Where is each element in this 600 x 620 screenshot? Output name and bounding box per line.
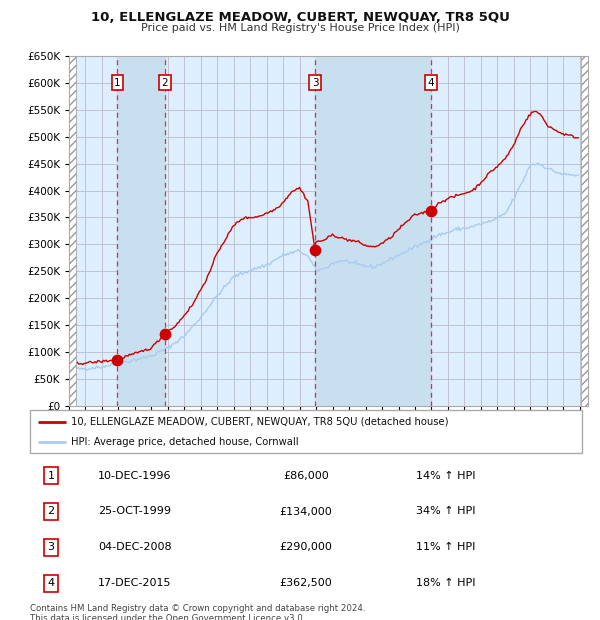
Text: Price paid vs. HM Land Registry's House Price Index (HPI): Price paid vs. HM Land Registry's House … <box>140 23 460 33</box>
Text: 3: 3 <box>47 542 55 552</box>
Text: 04-DEC-2008: 04-DEC-2008 <box>98 542 172 552</box>
Text: Contains HM Land Registry data © Crown copyright and database right 2024.
This d: Contains HM Land Registry data © Crown c… <box>30 604 365 620</box>
Point <box>426 206 436 216</box>
Text: £290,000: £290,000 <box>280 542 332 552</box>
Text: 1: 1 <box>114 78 121 88</box>
Bar <box>581 56 588 406</box>
Text: 25-OCT-1999: 25-OCT-1999 <box>98 507 172 516</box>
Text: 2: 2 <box>47 507 55 516</box>
Text: 2: 2 <box>161 78 168 88</box>
Text: 10, ELLENGLAZE MEADOW, CUBERT, NEWQUAY, TR8 5QU: 10, ELLENGLAZE MEADOW, CUBERT, NEWQUAY, … <box>91 11 509 24</box>
Point <box>113 355 122 365</box>
Bar <box>69 56 76 406</box>
Text: £86,000: £86,000 <box>283 471 329 480</box>
Bar <box>315 56 431 406</box>
Text: 1: 1 <box>47 471 55 480</box>
Text: HPI: Average price, detached house, Cornwall: HPI: Average price, detached house, Corn… <box>71 437 299 447</box>
Point <box>310 245 320 255</box>
Text: £134,000: £134,000 <box>280 507 332 516</box>
Point <box>160 329 170 339</box>
Text: 10, ELLENGLAZE MEADOW, CUBERT, NEWQUAY, TR8 5QU (detached house): 10, ELLENGLAZE MEADOW, CUBERT, NEWQUAY, … <box>71 417 449 427</box>
Text: 14% ↑ HPI: 14% ↑ HPI <box>416 471 476 480</box>
Text: 34% ↑ HPI: 34% ↑ HPI <box>416 507 476 516</box>
Text: 10-DEC-1996: 10-DEC-1996 <box>98 471 172 480</box>
Text: 17-DEC-2015: 17-DEC-2015 <box>98 578 172 588</box>
Bar <box>118 56 165 406</box>
Text: £362,500: £362,500 <box>280 578 332 588</box>
Text: 11% ↑ HPI: 11% ↑ HPI <box>416 542 476 552</box>
Text: 3: 3 <box>311 78 319 88</box>
Text: 4: 4 <box>47 578 55 588</box>
Text: 4: 4 <box>428 78 434 88</box>
Text: 18% ↑ HPI: 18% ↑ HPI <box>416 578 476 588</box>
